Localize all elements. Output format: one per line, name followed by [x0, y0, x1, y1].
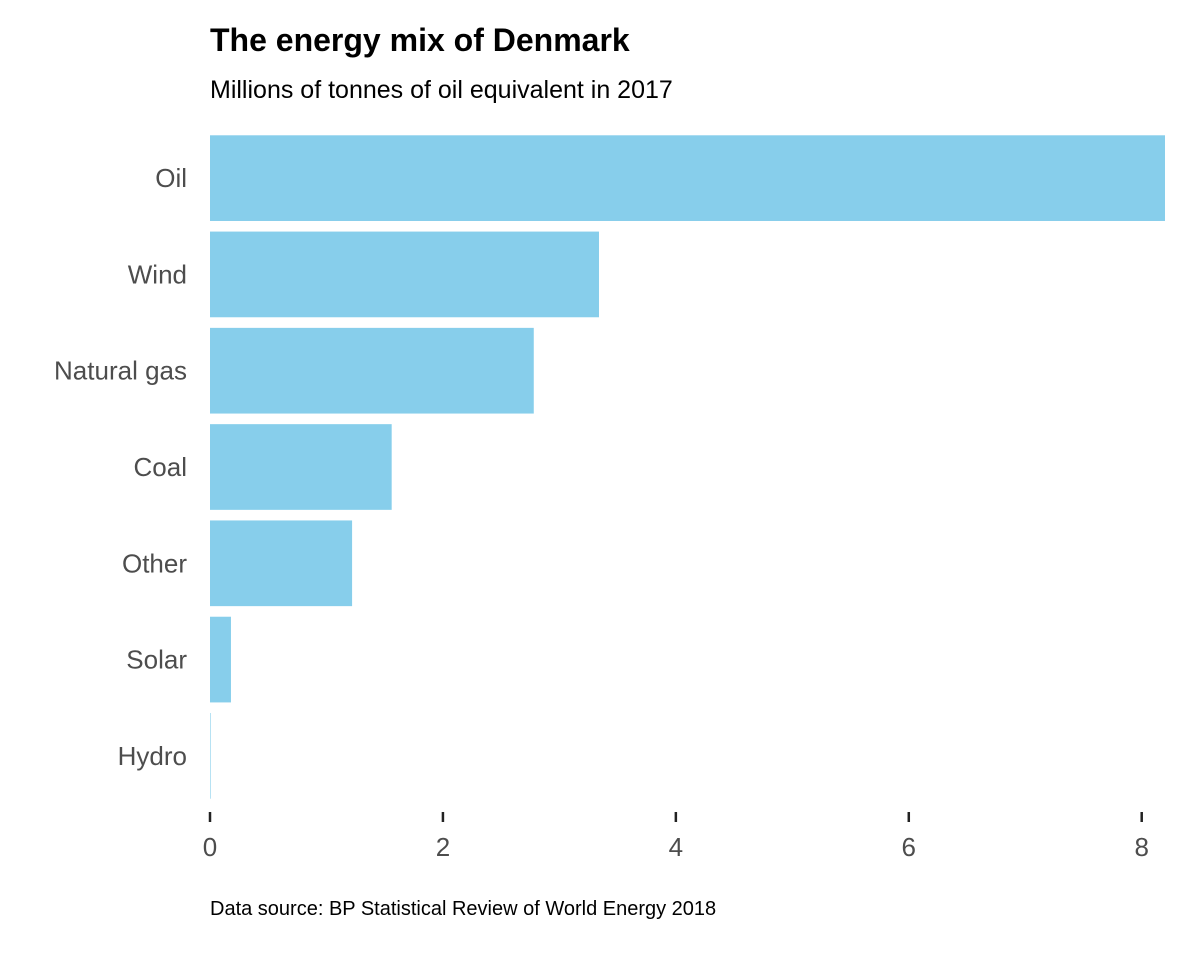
- bar-coal: [210, 424, 392, 510]
- category-label-solar: Solar: [126, 645, 187, 675]
- category-labels-group: Oil Wind Natural gas Coal Other Solar Hydro: [54, 163, 187, 771]
- x-tick-label-8: 8: [1134, 832, 1148, 862]
- bar-oil: [210, 135, 1165, 221]
- x-tick-label-6: 6: [902, 832, 916, 862]
- chart-title: The energy mix of Denmark: [210, 22, 630, 58]
- category-label-oil: Oil: [155, 163, 187, 193]
- chart-subtitle: Millions of tonnes of oil equivalent in …: [210, 76, 673, 104]
- bar-solar: [210, 616, 231, 703]
- category-label-coal: Coal: [134, 452, 187, 482]
- bar-hydro: [210, 713, 211, 799]
- bar-wind: [210, 231, 599, 318]
- category-label-natural-gas: Natural gas: [54, 356, 187, 386]
- x-tick-label-0: 0: [203, 832, 217, 862]
- x-tick-label-2: 2: [436, 832, 450, 862]
- bars-group: [210, 135, 1165, 799]
- bar-natural-gas: [210, 327, 534, 414]
- category-label-other: Other: [122, 548, 187, 578]
- x-tick-label-4: 4: [669, 832, 683, 862]
- category-label-wind: Wind: [128, 259, 187, 289]
- category-label-hydro: Hydro: [118, 741, 187, 771]
- bar-other: [210, 520, 353, 607]
- data-source-note: Data source: BP Statistical Review of Wo…: [210, 898, 717, 920]
- x-axis: 0 2 4 6 8: [203, 812, 1149, 862]
